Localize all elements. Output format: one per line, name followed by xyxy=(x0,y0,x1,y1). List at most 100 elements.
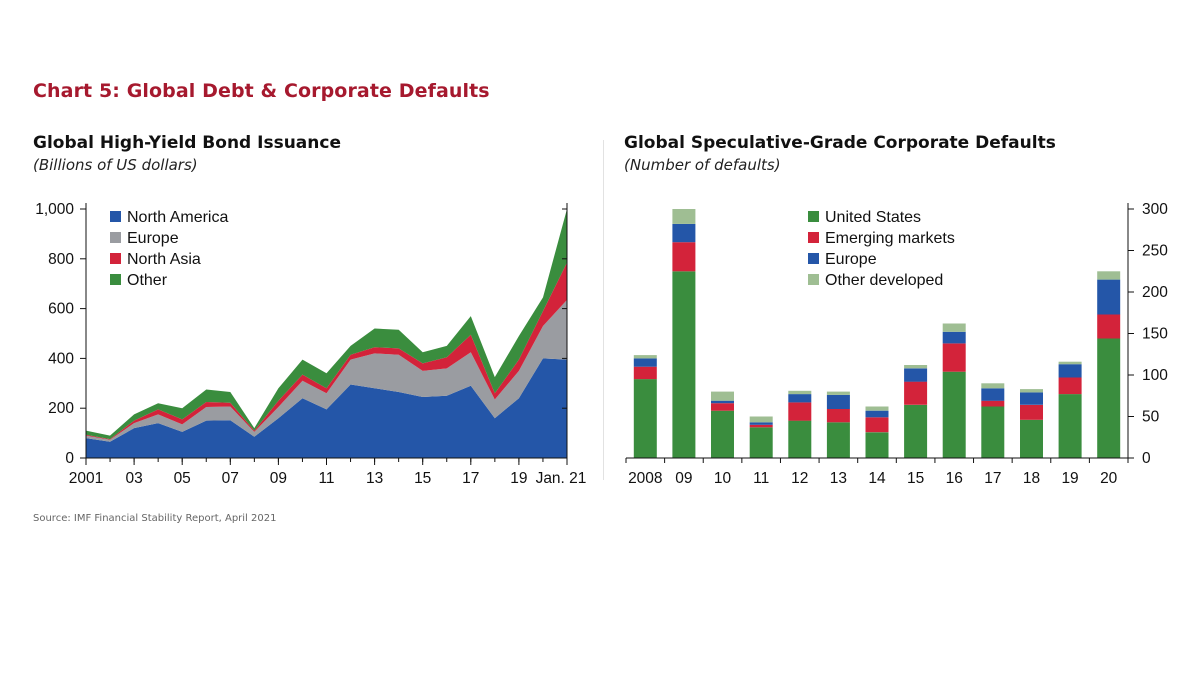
bar-united-states-14 xyxy=(865,432,889,458)
left-x-tick-label: 03 xyxy=(125,470,142,487)
bar-other-developed-16 xyxy=(942,323,966,332)
bar-emerging-markets-10 xyxy=(711,403,734,411)
left-chart-title: Global High-Yield Bond Issuance xyxy=(33,133,341,153)
bar-other-developed-09 xyxy=(672,209,696,224)
legend-label-other: Other xyxy=(127,272,168,289)
left-x-tick-label: 05 xyxy=(174,470,191,487)
bar-emerging-markets-18 xyxy=(1020,404,1043,420)
bar-united-states-10 xyxy=(711,410,734,458)
legend-label-north-america: North America xyxy=(127,209,228,226)
legend-swatch-europe xyxy=(808,253,819,264)
right-chart-unit: (Number of defaults) xyxy=(624,156,781,174)
left-x-tick-label: 17 xyxy=(462,470,479,487)
bar-emerging-markets-12 xyxy=(788,402,812,421)
left-x-tick-label: 11 xyxy=(318,470,334,487)
legend-label-emerging-markets: Emerging markets xyxy=(825,230,955,247)
bar-united-states-16 xyxy=(942,371,966,458)
left-x-tick-label: 19 xyxy=(510,470,527,487)
bar-europe-15 xyxy=(904,368,928,382)
legend-swatch-united-states xyxy=(808,211,819,222)
left-x-tick-label: 07 xyxy=(222,470,239,487)
left-chart-unit: (Billions of US dollars) xyxy=(33,156,198,174)
left-y-tick-label: 0 xyxy=(65,450,74,467)
bar-united-states-12 xyxy=(788,420,812,458)
bar-united-states-18 xyxy=(1020,419,1043,458)
bar-other-developed-18 xyxy=(1020,389,1043,393)
legend-swatch-other xyxy=(110,274,121,285)
bar-europe-14 xyxy=(865,410,889,418)
legend-swatch-north-america xyxy=(110,211,121,222)
legend-label-europe: Europe xyxy=(825,251,877,268)
bar-europe-19 xyxy=(1058,364,1082,378)
legend-label-other-developed: Other developed xyxy=(825,272,943,289)
bar-emerging-markets-16 xyxy=(942,343,966,372)
left-x-tick-label: 2001 xyxy=(69,470,103,487)
legend-label-north-asia: North Asia xyxy=(127,251,201,268)
right-x-tick-label: 10 xyxy=(714,470,732,487)
bar-other-developed-14 xyxy=(865,406,889,411)
bar-emerging-markets-20 xyxy=(1097,314,1121,339)
bar-emerging-markets-15 xyxy=(904,381,928,405)
legend-swatch-emerging-markets xyxy=(808,232,819,243)
left-area-chart: 0 200 400 600 800 1,000 2001 03 05 07 09 11 13 15 17 19… xyxy=(35,201,586,487)
bar-united-states-17 xyxy=(981,406,1005,458)
bar-other-developed-10 xyxy=(711,391,734,401)
legend-swatch-other-developed xyxy=(808,274,819,285)
bar-europe-13 xyxy=(826,394,850,409)
left-y-tick-label: 600 xyxy=(48,301,74,318)
bar-united-states-20 xyxy=(1097,338,1121,458)
source-note: Source: IMF Financial Stability Report, … xyxy=(33,513,277,524)
main-title: Chart 5: Global Debt & Corporate Default… xyxy=(33,80,490,102)
right-x-tick-label: 17 xyxy=(984,470,1001,487)
legend-swatch-north-asia xyxy=(110,253,121,264)
right-x-tick-label: 16 xyxy=(946,470,963,487)
left-x-tick-label: 15 xyxy=(414,470,431,487)
legend-label-europe: Europe xyxy=(127,230,179,247)
bar-other-developed-20 xyxy=(1097,271,1121,280)
bar-emerging-markets-17 xyxy=(981,400,1005,407)
left-x-tick-label: 13 xyxy=(366,470,383,487)
right-x-tick-label: 09 xyxy=(675,470,692,487)
bar-emerging-markets-19 xyxy=(1058,377,1082,395)
bar-europe-18 xyxy=(1020,392,1043,405)
bar-europe-2008 xyxy=(633,358,657,367)
right-x-tick-label: 14 xyxy=(868,470,886,487)
bar-united-states-11 xyxy=(749,427,773,458)
left-y-tick-label: 1,000 xyxy=(35,201,74,218)
left-x-tick-label: Jan. 21 xyxy=(536,470,587,487)
right-y-tick-label: 250 xyxy=(1142,243,1168,260)
bar-europe-12 xyxy=(788,394,812,403)
bar-united-states-19 xyxy=(1058,394,1082,458)
bar-other-developed-11 xyxy=(749,416,773,423)
bar-europe-10 xyxy=(711,400,734,404)
right-y-tick-label: 300 xyxy=(1142,201,1168,218)
bar-other-developed-17 xyxy=(981,383,1005,389)
bar-europe-17 xyxy=(981,388,1005,401)
right-x-tick-label: 20 xyxy=(1100,470,1118,487)
right-x-tick-label: 12 xyxy=(791,470,808,487)
area-north-america xyxy=(86,358,567,458)
left-x-tick-label: 09 xyxy=(270,470,287,487)
bar-other-developed-15 xyxy=(904,365,928,369)
bar-emerging-markets-09 xyxy=(672,242,696,272)
bar-europe-09 xyxy=(672,223,696,243)
left-y-tick-label: 400 xyxy=(48,350,74,367)
right-y-tick-label: 50 xyxy=(1142,409,1160,426)
right-x-tick-label: 18 xyxy=(1023,470,1040,487)
left-y-tick-label: 200 xyxy=(48,400,74,417)
right-x-tick-label: 13 xyxy=(830,470,847,487)
bar-emerging-markets-13 xyxy=(826,409,850,423)
right-bar-chart: 2008 09 10 11 12 13 14 15 16 17 18 19 20050100150200… xyxy=(625,201,1168,487)
bar-other-developed-19 xyxy=(1058,361,1082,365)
right-y-tick-label: 100 xyxy=(1142,367,1168,384)
right-x-tick-label: 15 xyxy=(907,470,924,487)
area-other xyxy=(86,209,567,440)
legend-swatch-europe xyxy=(110,232,121,243)
bar-united-states-13 xyxy=(826,422,850,458)
right-x-tick-label: 11 xyxy=(753,470,769,487)
bar-europe-20 xyxy=(1097,279,1121,315)
bar-united-states-15 xyxy=(904,404,928,458)
bar-other-developed-13 xyxy=(826,391,850,395)
right-y-tick-label: 150 xyxy=(1142,326,1168,343)
bar-europe-16 xyxy=(942,331,966,344)
